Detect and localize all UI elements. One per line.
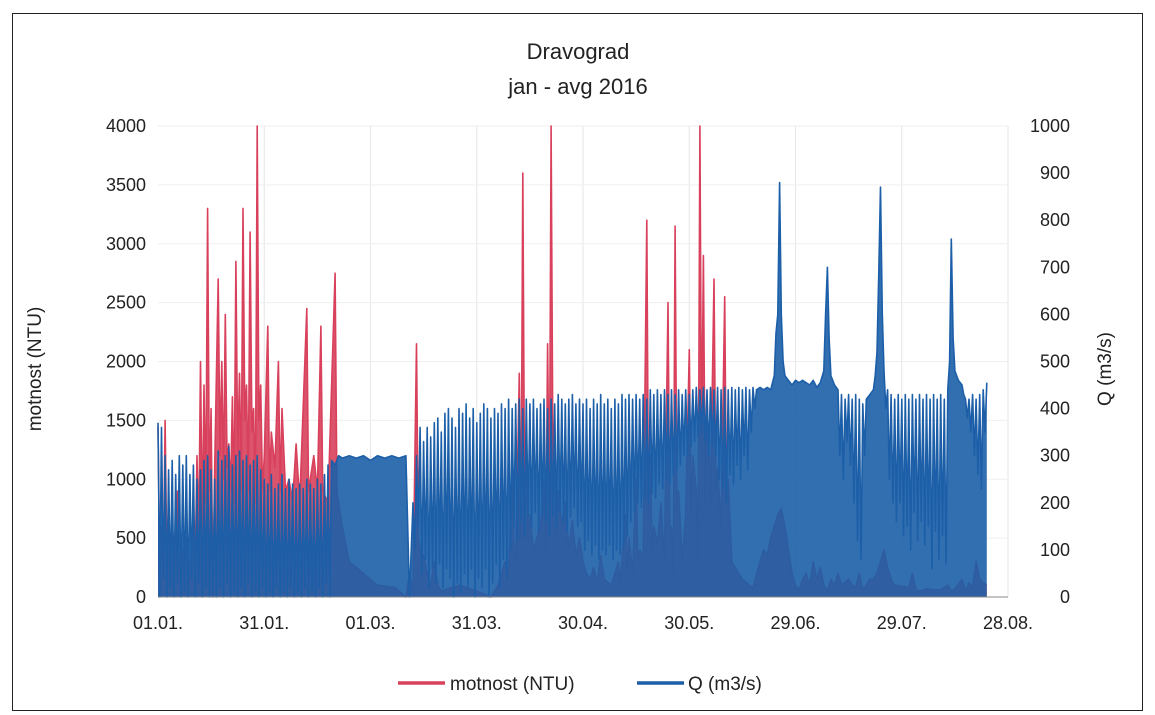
right-tick-label: 500	[1040, 352, 1070, 372]
x-tick-label: 31.03.	[452, 613, 502, 633]
left-tick-label: 2500	[106, 293, 146, 313]
x-tick-label: 31.01.	[239, 613, 289, 633]
legend: motnost (NTU) Q (m3/s)	[398, 674, 762, 695]
series-area	[158, 182, 987, 597]
chart-frame: Dravograd jan - avg 2016 0 500 1000 1500 200…	[12, 13, 1143, 711]
right-tick-label: 200	[1040, 493, 1070, 513]
left-tick-label: 3000	[106, 234, 146, 254]
left-tick-label: 4000	[106, 116, 146, 136]
left-tick-label: 1500	[106, 410, 146, 430]
right-tick-label: 1000	[1030, 116, 1070, 136]
right-tick-label: 600	[1040, 304, 1070, 324]
right-tick-label: 0	[1060, 587, 1070, 607]
x-tick-label: 28.08.	[983, 613, 1033, 633]
left-tick-label: 3500	[106, 175, 146, 195]
legend-label-q: Q (m3/s)	[688, 674, 762, 695]
legend-label-motnost: motnost (NTU)	[450, 674, 575, 695]
right-tick-label: 900	[1040, 163, 1070, 183]
left-tick-label: 0	[136, 587, 146, 607]
right-tick-label: 300	[1040, 446, 1070, 466]
right-axis-ticks: 0 100 200 300 400 500 600 700 800 900 1000	[1030, 116, 1070, 607]
left-tick-label: 2000	[106, 352, 146, 372]
right-tick-label: 400	[1040, 399, 1070, 419]
x-tick-label: 01.01.	[133, 613, 183, 633]
series-q	[157, 181, 988, 598]
left-axis-ticks: 0 500 1000 1500 2000 2500 3000 3500 4000	[106, 116, 146, 607]
chart-svg: Dravograd jan - avg 2016 050010001500200…	[25, 39, 1116, 695]
right-tick-label: 700	[1040, 257, 1070, 277]
series-line	[157, 181, 988, 598]
right-tick-label: 800	[1040, 210, 1070, 230]
x-tick-label: 29.07.	[877, 613, 927, 633]
left-axis-label: motnost (NTU)	[25, 307, 46, 432]
x-tick-label: 01.03.	[345, 613, 395, 633]
x-tick-label: 30.04.	[558, 613, 608, 633]
left-tick-label: 500	[116, 528, 146, 548]
right-axis-label: Q (m3/s)	[1095, 332, 1116, 406]
x-tick-label: 30.05.	[664, 613, 714, 633]
chart-title: Dravograd	[527, 39, 630, 64]
right-tick-label: 100	[1040, 540, 1070, 560]
x-tick-label: 29.06.	[770, 613, 820, 633]
left-tick-label: 1000	[106, 469, 146, 489]
x-axis-ticks: 01.01. 31.01. 01.03. 31.03. 30.04. 30.05. 29.0…	[133, 613, 1033, 633]
chart-subtitle: jan - avg 2016	[507, 74, 647, 99]
